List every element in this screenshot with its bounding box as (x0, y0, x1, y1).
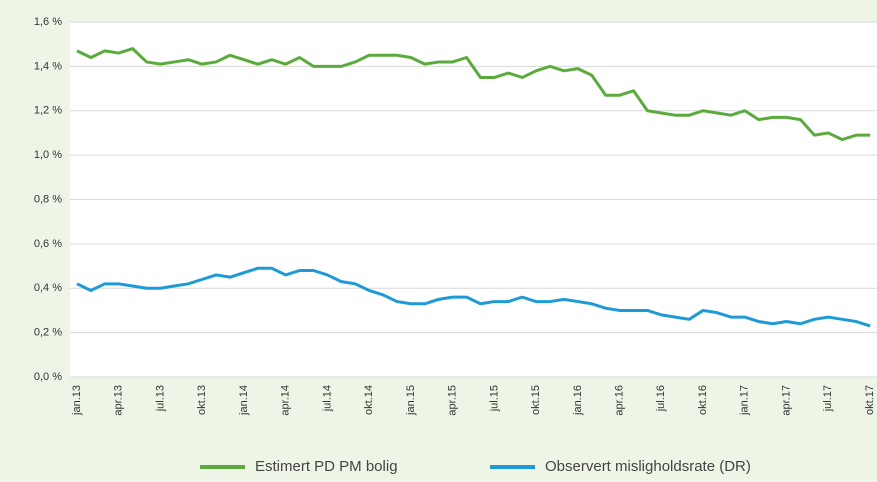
x-tick-label: jul.16 (655, 385, 667, 412)
x-tick-label: jul.17 (822, 385, 834, 412)
y-tick-label: 1,4 % (34, 60, 62, 72)
x-tick-label: apr.13 (113, 385, 125, 416)
x-tick-label: apr.14 (280, 385, 292, 416)
y-tick-label: 0,2 % (34, 327, 62, 339)
y-tick-label: 0,6 % (34, 238, 62, 250)
x-tick-label: jan.16 (572, 385, 584, 416)
legend-text: Estimert PD PM bolig (255, 458, 398, 475)
legend-text: Observert misligholdsrate (DR) (545, 458, 751, 475)
y-tick-label: 0,0 % (34, 371, 62, 383)
x-tick-label: okt.17 (864, 385, 876, 415)
series-line (76, 266, 871, 328)
x-tick-label: apr.16 (614, 385, 626, 416)
x-tick-label: jul.15 (488, 385, 500, 412)
x-tick-label: apr.15 (447, 385, 459, 416)
x-tick-label: jul.14 (321, 385, 333, 412)
x-tick-label: okt.13 (196, 385, 208, 415)
x-tick-label: okt.16 (697, 385, 709, 415)
x-tick-label: okt.15 (530, 385, 542, 415)
y-tick-label: 1,6 % (34, 16, 62, 28)
series-line (76, 47, 871, 142)
x-tick-label: jan.15 (405, 385, 417, 416)
x-tick-label: apr.17 (780, 385, 792, 416)
y-tick-label: 0,4 % (34, 282, 62, 294)
x-tick-label: okt.14 (363, 385, 375, 415)
y-tick-label: 0,8 % (34, 193, 62, 205)
x-tick-label: jul.13 (154, 385, 166, 412)
x-tick-label: jan.13 (71, 385, 83, 416)
y-tick-label: 1,2 % (34, 105, 62, 117)
y-tick-label: 1,0 % (34, 149, 62, 161)
x-tick-label: jan.17 (739, 385, 751, 416)
x-tick-label: jan.14 (238, 385, 250, 416)
